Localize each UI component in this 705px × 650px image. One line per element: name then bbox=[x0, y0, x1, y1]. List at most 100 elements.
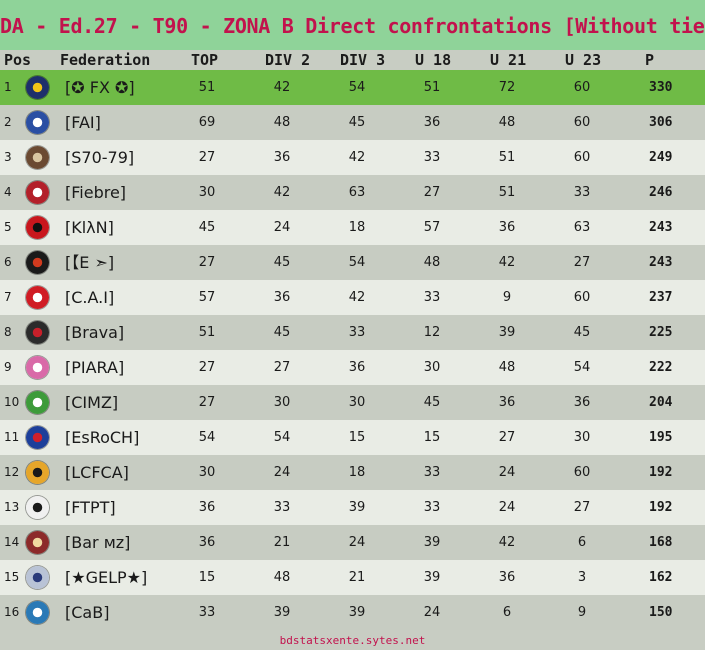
cell-div2: 45 bbox=[273, 255, 291, 270]
cell-pos: 10 bbox=[4, 395, 20, 409]
table-row: 8 [Brava] 51 45 33 12 39 45 225 bbox=[0, 315, 705, 350]
cell-u21: 72 bbox=[498, 80, 516, 95]
team-crest-icon bbox=[26, 286, 49, 309]
cell-u21: 36 bbox=[498, 220, 516, 235]
cell-div2: 24 bbox=[273, 465, 291, 480]
cell-top: 51 bbox=[198, 325, 216, 340]
table-row: 10 [CIMZ] 27 30 30 45 36 36 204 bbox=[0, 385, 705, 420]
cell-federation: [FTPT] bbox=[65, 498, 116, 517]
cell-div3: 18 bbox=[348, 220, 366, 235]
cell-div2: 36 bbox=[273, 290, 291, 305]
cell-top: 51 bbox=[198, 80, 216, 95]
team-crest-icon bbox=[26, 601, 49, 624]
cell-pos: 13 bbox=[4, 500, 20, 514]
cell-federation: [【E ➣] bbox=[65, 253, 115, 272]
cell-u18: 45 bbox=[423, 395, 441, 410]
cell-pos: 14 bbox=[4, 535, 20, 549]
cell-u21: 39 bbox=[498, 325, 516, 340]
team-crest-icon bbox=[26, 426, 49, 449]
cell-u23: 30 bbox=[573, 430, 591, 445]
table-row: 13 [FTPT] 36 33 39 33 24 27 192 bbox=[0, 490, 705, 525]
cell-u23: 60 bbox=[573, 290, 591, 305]
cell-points: 249 bbox=[649, 150, 673, 165]
page-title: DA - Ed.27 - T90 - ZONA B Direct confron… bbox=[0, 14, 705, 38]
cell-div3: 33 bbox=[348, 325, 366, 340]
cell-federation: [FAI] bbox=[65, 113, 101, 132]
cell-u23: 33 bbox=[573, 185, 591, 200]
cell-points: 168 bbox=[649, 535, 673, 550]
cell-points: 222 bbox=[649, 360, 673, 375]
cell-u23: 27 bbox=[573, 500, 591, 515]
cell-u18: 33 bbox=[423, 290, 441, 305]
cell-u21: 24 bbox=[498, 465, 516, 480]
team-crest-icon bbox=[26, 251, 49, 274]
cell-federation: [Brava] bbox=[65, 323, 125, 342]
cell-u18: 36 bbox=[423, 115, 441, 130]
cell-div2: 45 bbox=[273, 325, 291, 340]
cell-points: 243 bbox=[649, 255, 673, 270]
team-crest-icon bbox=[26, 496, 49, 519]
team-crest-icon bbox=[26, 216, 49, 239]
cell-u21: 42 bbox=[498, 255, 516, 270]
cell-div3: 63 bbox=[348, 185, 366, 200]
cell-u21: 27 bbox=[498, 430, 516, 445]
cell-u18: 39 bbox=[423, 535, 441, 550]
table-row: 15 [★GELP★] 15 48 21 39 36 3 162 bbox=[0, 560, 705, 595]
cell-federation: [LCFCA] bbox=[65, 463, 129, 482]
cell-federation: [★GELP★] bbox=[65, 568, 148, 587]
cell-pos: 3 bbox=[4, 150, 12, 164]
cell-pos: 11 bbox=[4, 430, 20, 444]
cell-u18: 24 bbox=[423, 605, 441, 620]
team-crest-icon bbox=[26, 566, 49, 589]
cell-pos: 9 bbox=[4, 360, 12, 374]
cell-pos: 7 bbox=[4, 290, 12, 304]
cell-points: 204 bbox=[649, 395, 673, 410]
cell-u23: 36 bbox=[573, 395, 591, 410]
cell-federation: [EsRoCH] bbox=[65, 428, 140, 447]
cell-u23: 45 bbox=[573, 325, 591, 340]
cell-div3: 21 bbox=[348, 570, 366, 585]
cell-div3: 54 bbox=[348, 255, 366, 270]
cell-points: 150 bbox=[649, 605, 673, 620]
cell-top: 30 bbox=[198, 185, 216, 200]
cell-u18: 12 bbox=[423, 325, 441, 340]
header-div2: DIV 2 bbox=[265, 51, 311, 69]
cell-u23: 3 bbox=[577, 570, 587, 585]
table-row: 3 [S70-79] 27 36 42 33 51 60 249 bbox=[0, 140, 705, 175]
cell-u21: 51 bbox=[498, 185, 516, 200]
cell-pos: 4 bbox=[4, 185, 12, 199]
cell-div2: 48 bbox=[273, 570, 291, 585]
header-points: P bbox=[645, 51, 655, 69]
cell-federation: [PIARA] bbox=[65, 358, 125, 377]
cell-top: 27 bbox=[198, 150, 216, 165]
cell-u23: 63 bbox=[573, 220, 591, 235]
cell-u23: 60 bbox=[573, 150, 591, 165]
team-crest-icon bbox=[26, 461, 49, 484]
cell-u23: 60 bbox=[573, 465, 591, 480]
cell-pos: 12 bbox=[4, 465, 20, 479]
team-crest-icon bbox=[26, 321, 49, 344]
team-crest-icon bbox=[26, 356, 49, 379]
cell-u18: 15 bbox=[423, 430, 441, 445]
table-row: 16 [CaB] 33 39 39 24 6 9 150 bbox=[0, 595, 705, 630]
header-federation: Federation bbox=[60, 51, 151, 69]
cell-top: 36 bbox=[198, 500, 216, 515]
cell-u23: 60 bbox=[573, 80, 591, 95]
cell-points: 243 bbox=[649, 220, 673, 235]
cell-div3: 39 bbox=[348, 500, 366, 515]
cell-div2: 27 bbox=[273, 360, 291, 375]
cell-top: 36 bbox=[198, 535, 216, 550]
cell-div3: 45 bbox=[348, 115, 366, 130]
cell-federation: [✪ FX ✪] bbox=[65, 78, 135, 97]
header-u23: U 23 bbox=[565, 51, 602, 69]
team-crest-icon bbox=[26, 391, 49, 414]
cell-pos: 1 bbox=[4, 80, 12, 94]
cell-u18: 27 bbox=[423, 185, 441, 200]
header-u18: U 18 bbox=[415, 51, 452, 69]
cell-div2: 30 bbox=[273, 395, 291, 410]
cell-top: 27 bbox=[198, 395, 216, 410]
table-row: 14 [Bar мz] 36 21 24 39 42 6 168 bbox=[0, 525, 705, 560]
title-bar bbox=[0, 0, 705, 50]
cell-top: 69 bbox=[198, 115, 216, 130]
cell-div3: 18 bbox=[348, 465, 366, 480]
